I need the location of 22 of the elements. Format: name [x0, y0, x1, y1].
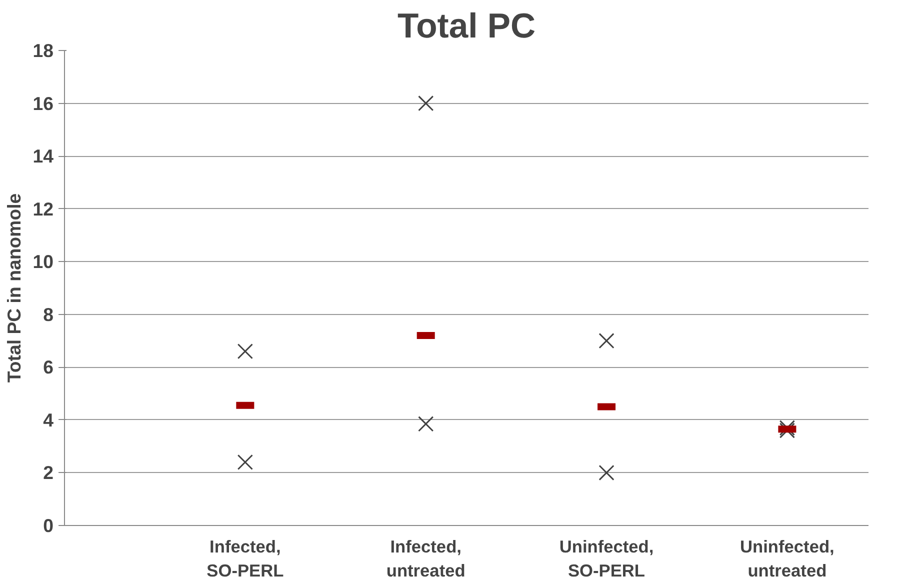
- point: [418, 416, 434, 432]
- point: [418, 95, 434, 112]
- y-tick-label: 8: [43, 304, 54, 325]
- point: [237, 454, 253, 470]
- y-tick-label: 12: [32, 198, 54, 220]
- x-tick-label: Uninfected, untreated: [740, 536, 834, 580]
- chart-title: Total PC: [398, 8, 536, 46]
- x-tick-label: Infected, SO-PERL: [206, 536, 284, 580]
- y-tick-label: 14: [32, 146, 54, 167]
- y-tick-label: 10: [32, 251, 54, 272]
- y-tick-label: 4: [43, 409, 54, 430]
- y-tick-label: 0: [43, 515, 54, 536]
- y-tick-label: 18: [32, 40, 54, 61]
- y-axis-title: Total PC in nanomole: [4, 193, 25, 383]
- x-tick-label: Infected, untreated: [386, 536, 466, 580]
- y-tick-label: 6: [43, 356, 54, 378]
- x-tick-label: Uninfected, SO-PERL: [559, 536, 654, 580]
- y-tick-label: 16: [32, 92, 54, 114]
- point: [598, 464, 614, 481]
- point: [237, 344, 253, 360]
- y-tick-label: 2: [43, 462, 54, 484]
- point: [598, 332, 614, 349]
